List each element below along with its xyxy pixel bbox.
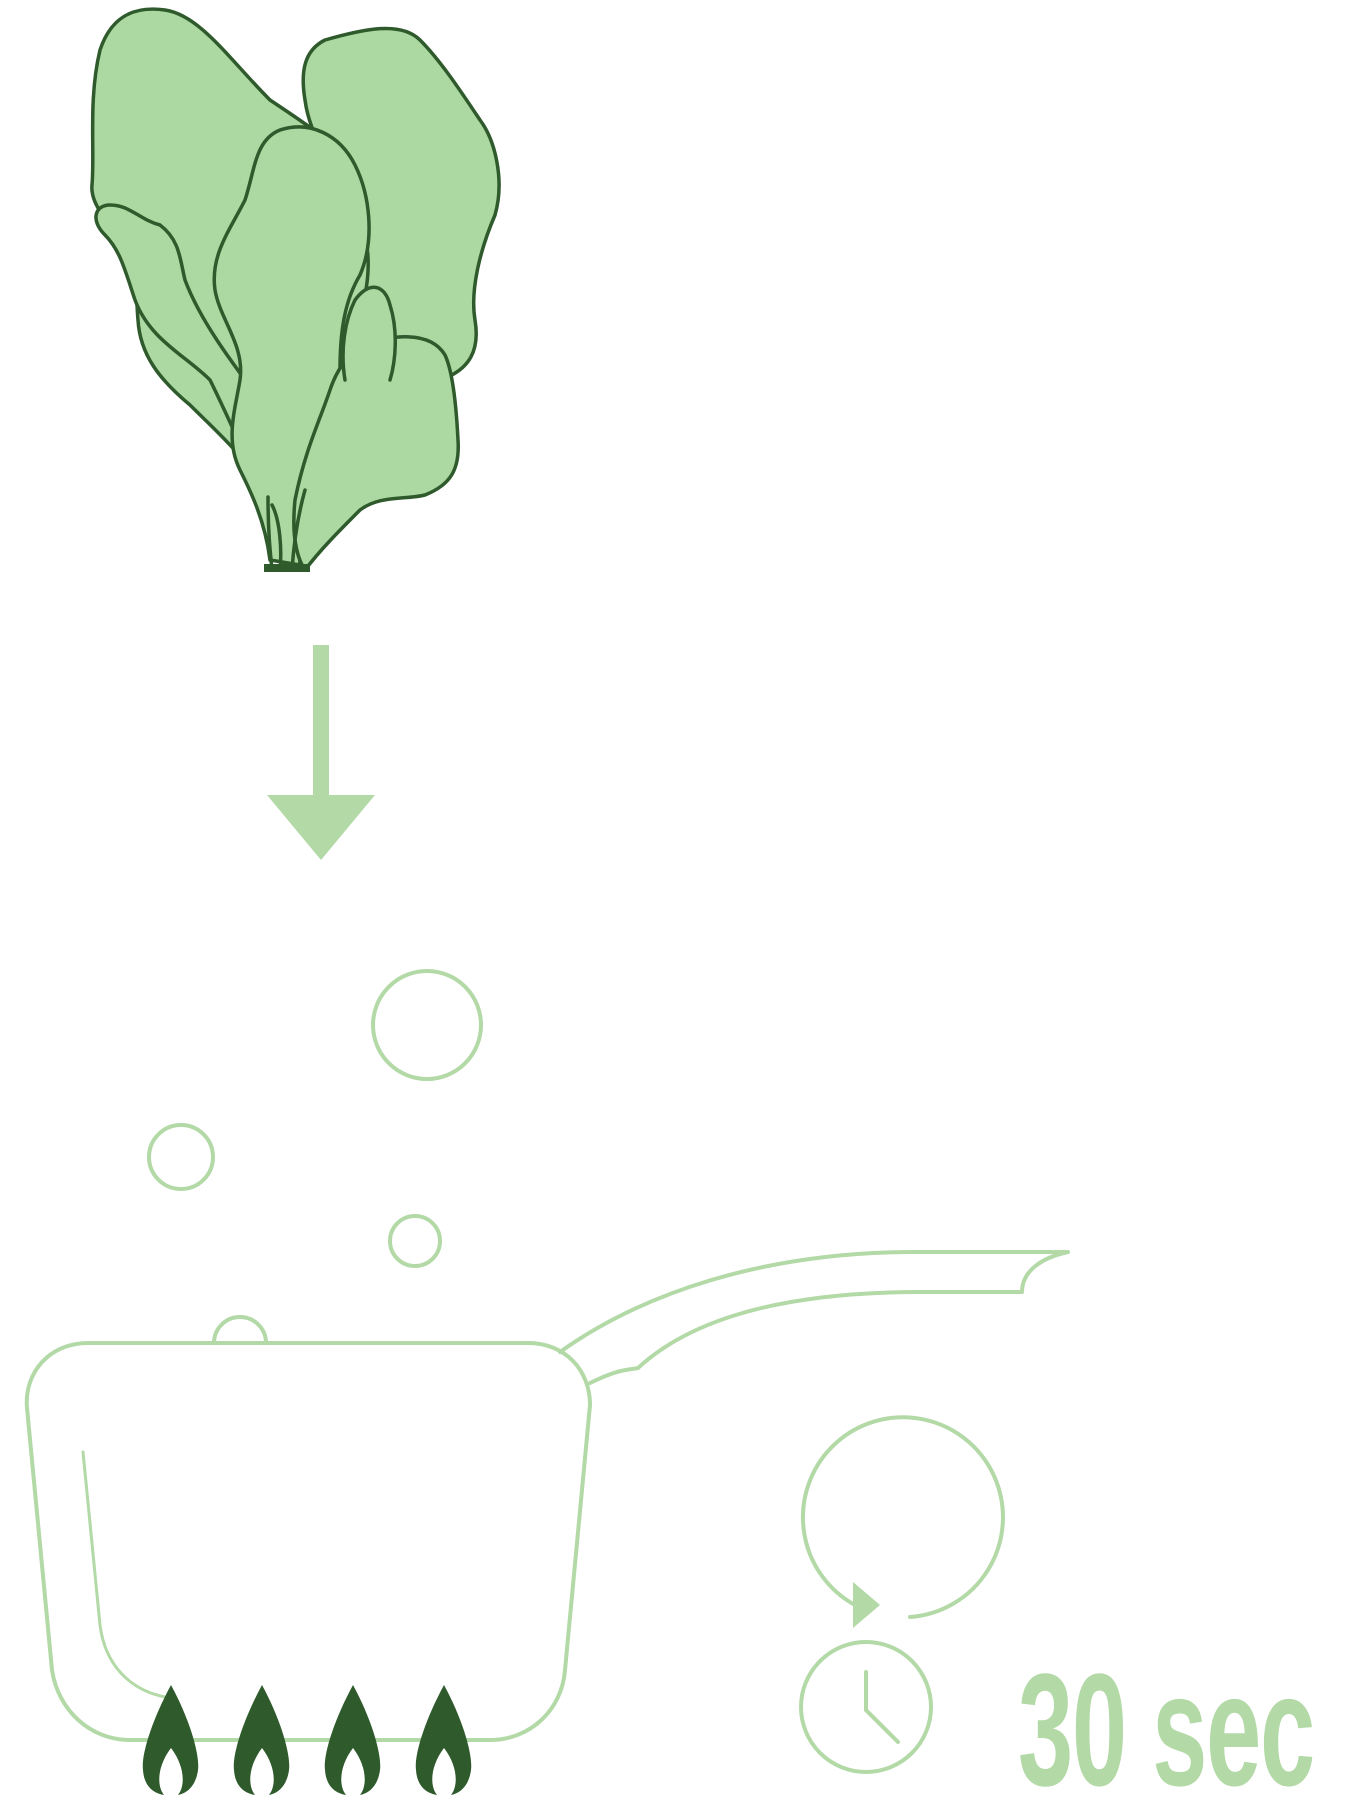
bubbles: [147, 969, 483, 1344]
flame-icon: [142, 1685, 199, 1795]
burner-flames: [142, 1685, 472, 1795]
bubble-icon: [388, 1214, 442, 1268]
flame-icon: [233, 1685, 290, 1795]
bubble-icon: [371, 969, 483, 1081]
timer-duration-label: 30 sec: [1018, 1640, 1315, 1819]
flame-icon: [324, 1685, 381, 1795]
bubble-icon: [212, 1315, 268, 1344]
flame-icon: [415, 1685, 472, 1795]
spinach-icon: [90, 7, 501, 572]
saucepan-icon: [24, 1250, 1070, 1742]
arrow-down-icon: [267, 645, 375, 860]
bubble-icon: [147, 1123, 215, 1191]
stopwatch-icon: [799, 1415, 1005, 1774]
